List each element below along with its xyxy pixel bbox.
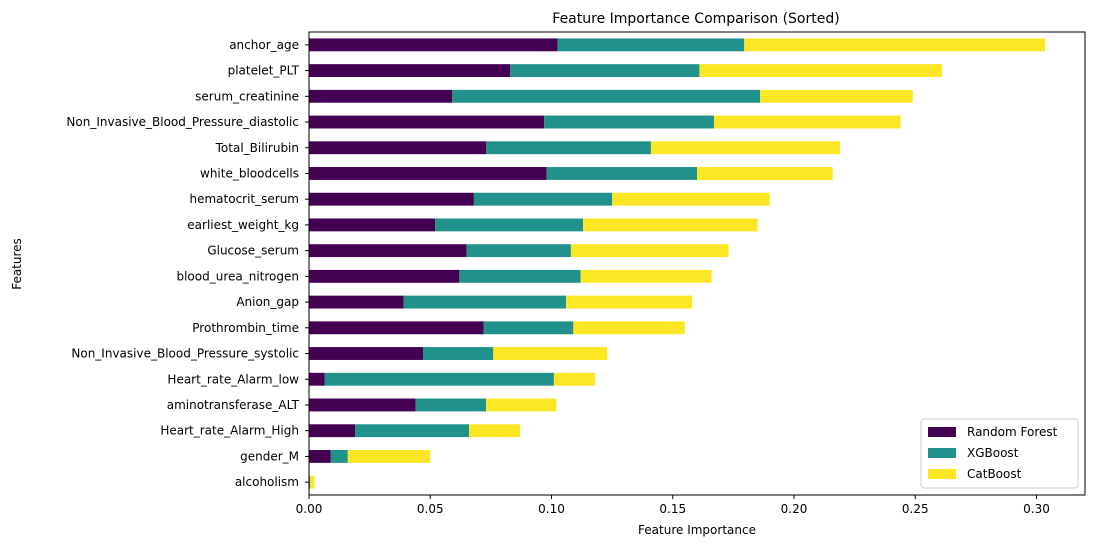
x-tick-label: 0.05 xyxy=(417,502,444,516)
bar-random-forest-white-bloodcells xyxy=(309,167,547,180)
y-tick-label-serum-creatinine: serum_creatinine xyxy=(195,89,299,103)
bar-random-forest-hematocrit-serum xyxy=(309,192,474,206)
legend-label-catboost: CatBoost xyxy=(967,467,1022,481)
y-tick-label-hematocrit-serum: hematocrit_serum xyxy=(189,192,299,206)
y-tick-label-total-bilirubin: Total_Bilirubin xyxy=(215,141,299,155)
y-axis-label: Features xyxy=(10,238,24,290)
x-axis-label: Feature Importance xyxy=(638,523,756,537)
y-tick-label-non-invasive-blood-pressure-diastolic: Non_Invasive_Blood_Pressure_diastolic xyxy=(66,115,299,129)
bar-random-forest-heart-rate-alarm-high xyxy=(309,424,356,438)
y-tick-label-aminotransferase-alt: aminotransferase_ALT xyxy=(167,398,300,412)
bar-xgboost-anchor-age xyxy=(557,38,745,52)
bar-catboost-total-bilirubin xyxy=(650,141,841,155)
bar-catboost-prothrombin-time xyxy=(573,321,685,335)
bar-xgboost-heart-rate-alarm-low xyxy=(324,372,554,386)
bar-xgboost-prothrombin-time xyxy=(483,321,574,335)
bar-random-forest-glucose-serum xyxy=(309,244,467,258)
bar-catboost-white-bloodcells xyxy=(697,167,833,180)
bar-xgboost-non-invasive-blood-pressure-diastolic xyxy=(544,115,714,129)
x-axis-ticks: 0.00 0.05 0.10 0.15 0.20 0.25 0.30 xyxy=(296,495,1050,516)
y-tick-label-non-invasive-blood-pressure-systolic: Non_Invasive_Blood_Pressure_systolic xyxy=(71,347,299,361)
bar-random-forest-earliest-weight-kg xyxy=(309,218,436,232)
x-tick-label: 0.30 xyxy=(1023,502,1050,516)
x-tick-label: 0.00 xyxy=(296,502,323,516)
bar-xgboost-non-invasive-blood-pressure-systolic xyxy=(422,347,494,360)
legend-label-xgboost: XGBoost xyxy=(967,446,1019,460)
bar-random-forest-platelet-plt xyxy=(309,64,511,78)
bar-xgboost-blood-urea-nitrogen xyxy=(459,269,581,283)
bar-catboost-aminotransferase-alt xyxy=(486,398,557,412)
bar-catboost-heart-rate-alarm-low xyxy=(553,372,596,386)
legend-swatch-random-forest xyxy=(928,427,956,437)
legend-box xyxy=(920,418,1079,489)
bar-random-forest-heart-rate-alarm-low xyxy=(309,372,325,386)
bar-xgboost-anion-gap xyxy=(403,295,567,309)
bar-xgboost-serum-creatinine xyxy=(452,89,761,103)
bar-catboost-anion-gap xyxy=(566,295,693,309)
y-tick-label-gender-m: gender_M xyxy=(240,449,299,463)
y-tick-label-anion-gap: Anion_gap xyxy=(236,295,299,309)
legend: Random Forest XGBoost CatBoost xyxy=(920,418,1079,489)
bars-group xyxy=(309,38,1045,489)
legend-swatch-xgboost xyxy=(928,448,956,458)
bar-xgboost-white-bloodcells xyxy=(546,167,697,180)
bar-random-forest-serum-creatinine xyxy=(309,89,453,103)
bar-xgboost-aminotransferase-alt xyxy=(415,398,487,412)
bar-xgboost-hematocrit-serum xyxy=(473,192,613,206)
legend-swatch-catboost xyxy=(928,469,956,479)
bar-random-forest-blood-urea-nitrogen xyxy=(309,269,460,283)
y-axis-ticks: anchor_age platelet_PLT serum_creatinine No… xyxy=(66,38,309,489)
bar-random-forest-aminotransferase-alt xyxy=(309,398,416,412)
bar-catboost-non-invasive-blood-pressure-systolic xyxy=(493,347,608,360)
x-tick-label: 0.20 xyxy=(781,502,808,516)
bar-xgboost-total-bilirubin xyxy=(486,141,651,155)
bar-catboost-platelet-plt xyxy=(699,64,942,78)
bar-random-forest-anion-gap xyxy=(309,295,404,309)
bar-catboost-serum-creatinine xyxy=(760,89,913,103)
x-tick-label: 0.10 xyxy=(538,502,565,516)
bar-random-forest-prothrombin-time xyxy=(309,321,484,335)
y-tick-label-heart-rate-alarm-high: Heart_rate_Alarm_High xyxy=(160,424,299,438)
bar-random-forest-total-bilirubin xyxy=(309,141,487,155)
bar-catboost-blood-urea-nitrogen xyxy=(580,269,712,283)
bar-catboost-gender-m xyxy=(347,449,431,463)
bar-xgboost-platelet-plt xyxy=(510,64,700,78)
bar-xgboost-earliest-weight-kg xyxy=(435,218,584,232)
y-tick-label-anchor-age: anchor_age xyxy=(229,38,299,52)
y-tick-label-white-bloodcells: white_bloodcells xyxy=(200,166,299,180)
bar-catboost-heart-rate-alarm-high xyxy=(469,424,520,438)
y-tick-label-alcoholism: alcoholism xyxy=(235,475,299,489)
bar-xgboost-glucose-serum xyxy=(466,244,571,258)
bar-random-forest-gender-m xyxy=(309,449,331,463)
y-tick-label-heart-rate-alarm-low: Heart_rate_Alarm_low xyxy=(167,372,299,386)
plot-frame xyxy=(308,31,1086,496)
bar-catboost-alcoholism xyxy=(310,475,315,489)
y-tick-label-prothrombin-time: Prothrombin_time xyxy=(192,321,299,335)
bar-random-forest-anchor-age xyxy=(309,38,558,52)
bar-xgboost-gender-m xyxy=(330,449,348,463)
y-tick-label-platelet-plt: platelet_PLT xyxy=(228,64,300,78)
chart-title: Feature Importance Comparison (Sorted) xyxy=(552,11,839,27)
bar-random-forest-non-invasive-blood-pressure-diastolic xyxy=(309,115,545,129)
y-tick-label-blood-urea-nitrogen: blood_urea_nitrogen xyxy=(176,269,299,283)
legend-label-random-forest: Random Forest xyxy=(967,425,1058,439)
bar-random-forest-non-invasive-blood-pressure-systolic xyxy=(309,347,423,360)
bar-catboost-earliest-weight-kg xyxy=(583,218,758,232)
bar-xgboost-heart-rate-alarm-high xyxy=(355,424,470,438)
x-tick-label: 0.15 xyxy=(659,502,686,516)
y-tick-label-earliest-weight-kg: earliest_weight_kg xyxy=(187,218,299,232)
bar-catboost-anchor-age xyxy=(744,38,1045,52)
bar-catboost-glucose-serum xyxy=(570,244,729,258)
bar-catboost-non-invasive-blood-pressure-diastolic xyxy=(713,115,901,129)
bar-catboost-hematocrit-serum xyxy=(612,192,770,206)
x-tick-label: 0.25 xyxy=(902,502,929,516)
y-tick-label-glucose-serum: Glucose_serum xyxy=(207,244,299,258)
